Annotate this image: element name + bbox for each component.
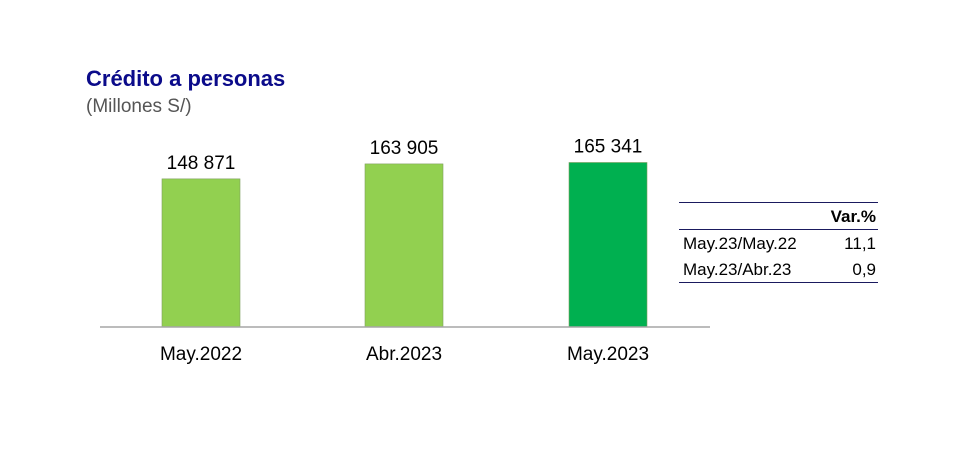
bar-may-2023 <box>568 162 648 328</box>
variation-label: May.23/May.22 <box>683 233 797 253</box>
variation-value: 11,1 <box>844 233 876 253</box>
bar-abr-2023 <box>364 163 444 328</box>
data-label: 148 871 <box>167 153 236 174</box>
variation-table-header: Var.% <box>679 202 878 230</box>
variation-value: 0,9 <box>830 256 878 283</box>
data-label: 163 905 <box>370 138 439 159</box>
x-tick-label: Abr.2023 <box>366 344 442 365</box>
chart-subtitle: (Millones S/) <box>86 96 192 117</box>
bar-may-2022 <box>161 178 241 328</box>
data-label: 165 341 <box>574 136 643 157</box>
table-row: May.23/May.22 11,1 <box>679 230 878 257</box>
x-tick-label: May.2022 <box>160 344 242 365</box>
variation-table: Var.% May.23/May.22 11,1 May.23/Abr.23 0… <box>679 202 878 283</box>
chart-title: Crédito a personas <box>86 66 286 91</box>
x-tick-label: May.2023 <box>567 344 649 365</box>
table-row: May.23/Abr.23 0,9 <box>679 256 878 283</box>
variation-label: May.23/Abr.23 <box>679 256 831 283</box>
